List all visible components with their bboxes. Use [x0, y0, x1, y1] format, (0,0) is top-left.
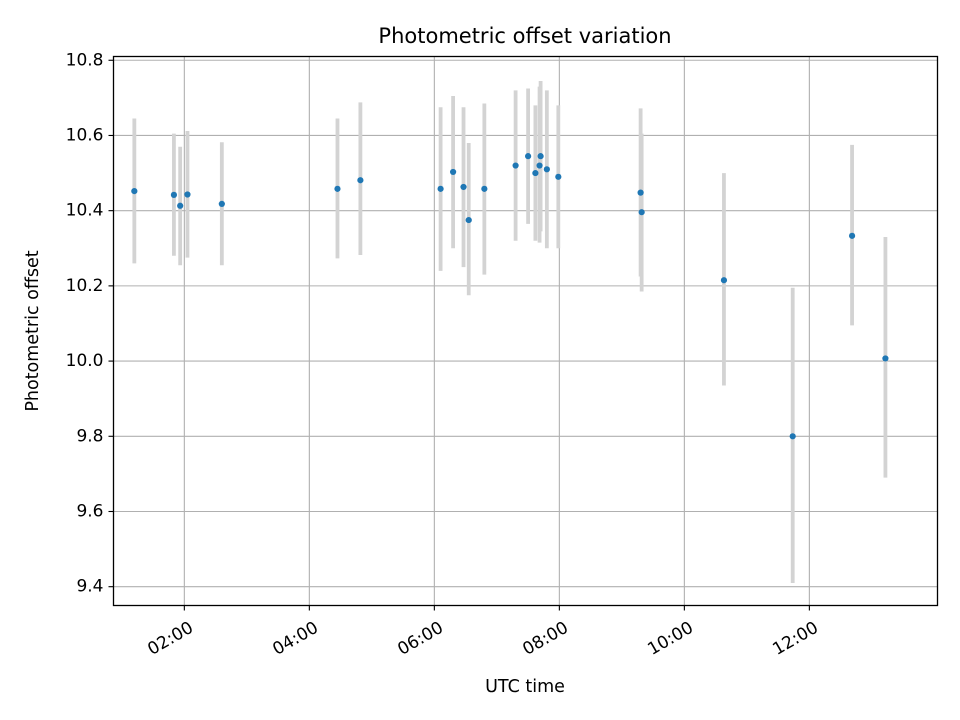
data-point: [131, 188, 138, 195]
data-point: [184, 191, 191, 198]
y-tick-label: 10.4: [66, 201, 104, 221]
data-point: [512, 162, 519, 169]
y-tick-label: 10.2: [66, 276, 104, 296]
y-axis-title: Photometric offset: [23, 250, 43, 411]
data-point: [789, 433, 796, 440]
data-point: [481, 185, 488, 192]
data-point: [218, 200, 225, 208]
data-point: [357, 177, 364, 184]
data-point: [465, 216, 472, 224]
x-axis-title: UTC time: [485, 677, 565, 697]
data-point: [882, 355, 889, 362]
y-tick-label: 9.4: [76, 577, 103, 597]
grid-lines: [113, 56, 938, 606]
data-point: [437, 185, 444, 192]
data-point: [720, 277, 728, 284]
data-point: [555, 173, 562, 180]
plot-area-frame: [112, 55, 939, 607]
data-point: [334, 185, 341, 192]
data-point: [170, 191, 178, 198]
data-point: [543, 166, 550, 173]
data-points: [131, 153, 889, 440]
data-point: [450, 168, 457, 176]
data-point: [637, 189, 644, 196]
data-point: [848, 232, 856, 239]
data-point: [177, 202, 184, 209]
y-tick-label: 9.6: [76, 501, 103, 521]
data-point: [537, 153, 544, 160]
data-point: [536, 162, 543, 169]
y-tick-label: 9.8: [76, 426, 103, 446]
data-point: [532, 169, 539, 177]
data-point: [525, 153, 532, 160]
y-tick-label: 10.8: [66, 50, 104, 70]
data-point: [460, 183, 467, 191]
data-point: [638, 209, 645, 216]
chart-title: Photometric offset variation: [378, 24, 671, 48]
y-tick-label: 10.0: [66, 351, 104, 371]
y-tick-label: 10.6: [66, 125, 104, 145]
